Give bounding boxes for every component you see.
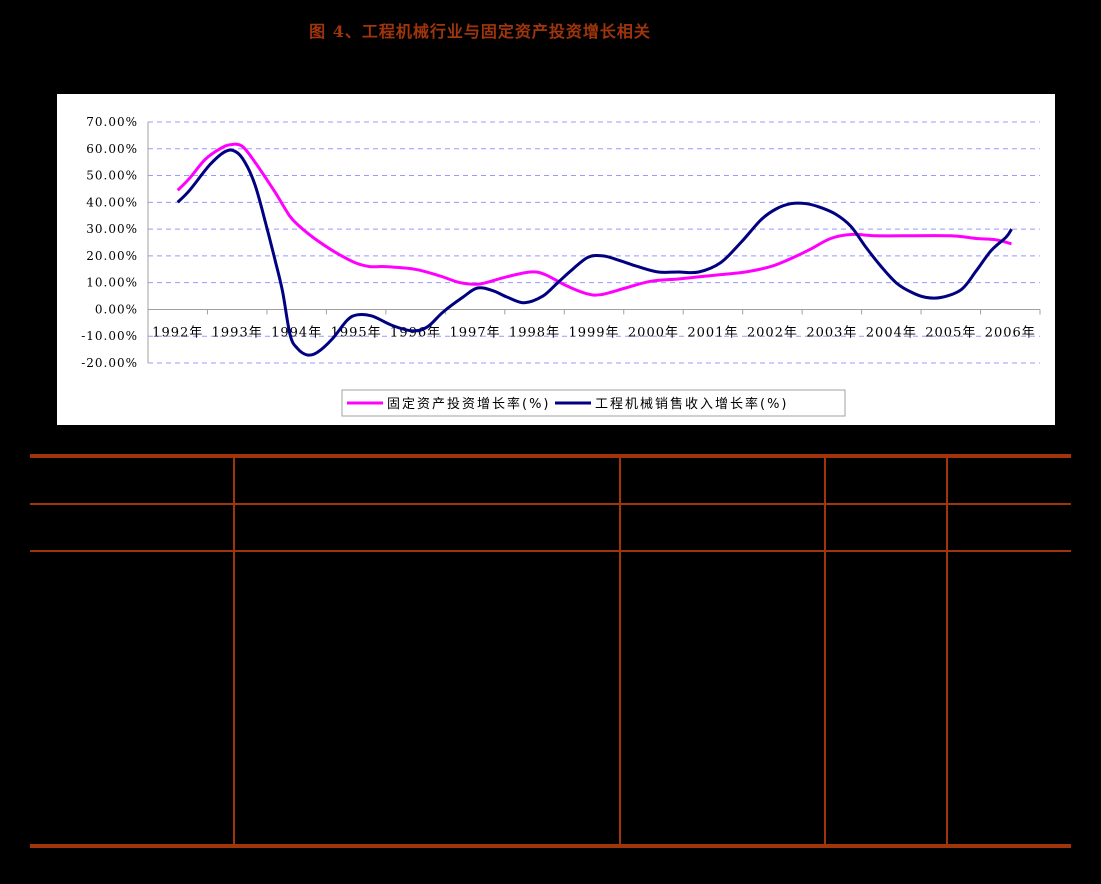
x-tick-label: 1994年 <box>271 325 322 340</box>
y-tick-label: 0.00% <box>95 302 138 316</box>
x-tick-label: 1995年 <box>331 325 382 340</box>
x-tick-label: 1992年 <box>152 325 203 340</box>
x-tick-label: 1993年 <box>212 325 263 340</box>
legend-label: 工程机械销售收入增长率(%) <box>595 396 789 412</box>
table-bottom-rule <box>30 844 1071 848</box>
table-row-rule <box>30 550 1071 552</box>
x-tick-label: 2000年 <box>628 325 679 340</box>
y-tick-label: 70.00% <box>86 115 138 129</box>
x-tick-label: 2006年 <box>985 325 1036 340</box>
figure-title: 图 4、工程机械行业与固定资产投资增长相关 <box>309 22 651 41</box>
series-machinery-line <box>176 148 1013 357</box>
legend: 固定资产投资增长率(%) 工程机械销售收入增长率(%) <box>341 389 846 417</box>
x-tick-label: 2002年 <box>747 325 798 340</box>
series-fixed-asset-line <box>176 142 1012 297</box>
y-tick-label: -20.00% <box>81 356 138 370</box>
line-chart: 70.00% 60.00% 50.00% 40.00% 30.00% 20.00% 10.0… <box>57 94 1055 425</box>
y-tick-label: 10.00% <box>86 276 138 290</box>
legend-label: 固定资产投资增长率(%) <box>387 396 551 412</box>
table-col-divider-3 <box>824 457 826 845</box>
y-tick-label: -10.00% <box>81 329 138 343</box>
table-header-rule <box>30 503 1071 505</box>
table-col-divider-1 <box>233 457 235 845</box>
table-col-divider-4 <box>946 457 948 845</box>
y-tick-label: 60.00% <box>86 142 138 156</box>
chart-canvas: 70.00% 60.00% 50.00% 40.00% 30.00% 20.00% 10.0… <box>81 115 1041 417</box>
x-tick-label: 2005年 <box>925 325 976 340</box>
x-tick-label: 1998年 <box>509 325 560 340</box>
x-tick-label: 1997年 <box>450 325 501 340</box>
x-tick-label: 2003年 <box>806 325 857 340</box>
x-tick-label: 2001年 <box>687 325 738 340</box>
table-top-rule <box>30 454 1071 458</box>
y-tick-label: 50.00% <box>86 169 138 183</box>
table-col-divider-2 <box>619 457 621 845</box>
y-tick-label: 40.00% <box>86 195 138 209</box>
x-tick-label: 1999年 <box>568 325 619 340</box>
y-tick-label: 30.00% <box>86 222 138 236</box>
x-tick-label: 2004年 <box>866 325 917 340</box>
y-tick-label: 20.00% <box>86 249 138 263</box>
